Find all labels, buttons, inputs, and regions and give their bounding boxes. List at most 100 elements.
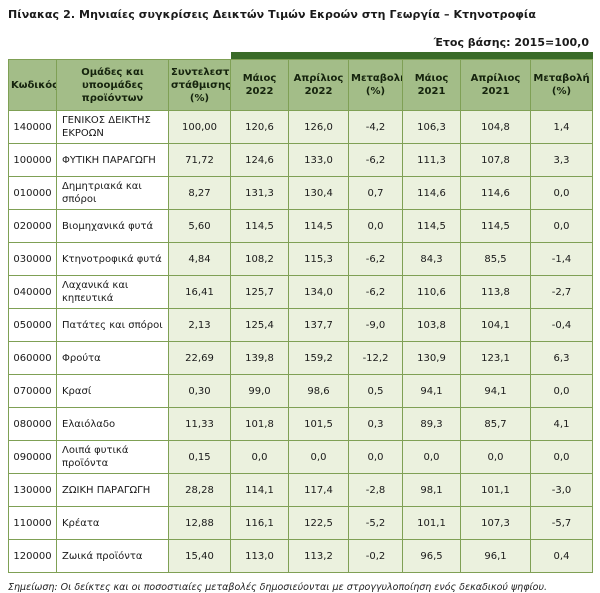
row-value: 85,5 (460, 242, 531, 276)
row-value: 0,0 (402, 440, 461, 474)
row-value: 0,3 (348, 407, 403, 441)
row-name: ΖΩΙΚΗ ΠΑΡΑΓΩΓΗ (56, 473, 169, 507)
row-code: 010000 (8, 176, 57, 210)
row-value: 114,6 (460, 176, 531, 210)
row-value: 111,3 (402, 143, 461, 177)
row-value: 115,3 (288, 242, 349, 276)
row-name: Κρέατα (56, 506, 169, 540)
row-value: 84,3 (402, 242, 461, 276)
row-value: 107,3 (460, 506, 531, 540)
row-value: 0,0 (530, 176, 593, 210)
row-value: 0,0 (530, 374, 593, 408)
row-value: 0,0 (288, 440, 349, 474)
row-value: 89,3 (402, 407, 461, 441)
row-value: -1,4 (530, 242, 593, 276)
table-row: 030000 Κτηνοτροφικά φυτά 4,84 108,2 115,… (8, 242, 593, 276)
column-header-weights: Συντελεστές στάθμισης (%) (168, 59, 231, 111)
row-value: 117,4 (288, 473, 349, 507)
row-value: 6,3 (530, 341, 593, 375)
column-header-change-2021: Μεταβολή (%) (530, 59, 593, 111)
row-code: 090000 (8, 440, 57, 474)
row-value: 98,6 (288, 374, 349, 408)
table-row: 080000 Ελαιόλαδο 11,33 101,8 101,5 0,3 8… (8, 407, 593, 441)
row-value: 71,72 (168, 143, 231, 177)
row-value: 0,0 (348, 440, 403, 474)
row-value: 0,30 (168, 374, 231, 408)
row-name: ΓΕΝΙΚΟΣ ΔΕΙΚΤΗΣ ΕΚΡΟΩΝ (56, 110, 169, 144)
row-value: 125,4 (230, 308, 289, 342)
row-code: 020000 (8, 209, 57, 243)
year-band (230, 52, 593, 60)
row-value: 0,0 (348, 209, 403, 243)
row-value: 16,41 (168, 275, 231, 309)
row-value: 0,0 (230, 440, 289, 474)
row-value: 113,2 (288, 539, 349, 573)
row-code: 130000 (8, 473, 57, 507)
row-value: -2,8 (348, 473, 403, 507)
row-value: 85,7 (460, 407, 531, 441)
table-body: 140000 ΓΕΝΙΚΟΣ ΔΕΙΚΤΗΣ ΕΚΡΟΩΝ 100,00 120… (8, 110, 593, 573)
row-value: 0,15 (168, 440, 231, 474)
row-value: -12,2 (348, 341, 403, 375)
row-code: 070000 (8, 374, 57, 408)
row-value: 101,8 (230, 407, 289, 441)
row-value: -6,2 (348, 275, 403, 309)
row-value: -5,2 (348, 506, 403, 540)
row-value: 106,3 (402, 110, 461, 144)
row-value: 159,2 (288, 341, 349, 375)
row-value: 126,0 (288, 110, 349, 144)
row-value: 1,4 (530, 110, 593, 144)
column-header-may-2022: Μάιος 2022 (230, 59, 289, 111)
row-name: Ζωικά προϊόντα (56, 539, 169, 573)
row-value: 12,88 (168, 506, 231, 540)
row-value: 98,1 (402, 473, 461, 507)
row-value: 107,8 (460, 143, 531, 177)
row-value: 8,27 (168, 176, 231, 210)
column-header-code: Κωδικός (8, 59, 57, 111)
row-code: 080000 (8, 407, 57, 441)
table-row: 020000 Βιομηχανικά φυτά 5,60 114,5 114,5… (8, 209, 593, 243)
row-name: Κτηνοτροφικά φυτά (56, 242, 169, 276)
row-value: 104,1 (460, 308, 531, 342)
row-value: 114,1 (230, 473, 289, 507)
table-row: 130000 ΖΩΙΚΗ ΠΑΡΑΓΩΓΗ 28,28 114,1 117,4 … (8, 473, 593, 507)
row-value: 0,5 (348, 374, 403, 408)
row-value: 0,0 (530, 209, 593, 243)
row-value: -2,7 (530, 275, 593, 309)
row-name: Φρούτα (56, 341, 169, 375)
row-value: 108,2 (230, 242, 289, 276)
row-value: -5,7 (530, 506, 593, 540)
row-value: 28,28 (168, 473, 231, 507)
page-title: Πίνακας 2. Μηνιαίες συγκρίσεις Δεικτών Τ… (8, 8, 536, 21)
row-value: 3,3 (530, 143, 593, 177)
row-value: 0,4 (530, 539, 593, 573)
row-value: 114,5 (460, 209, 531, 243)
column-header-april-2022: Απρίλιος 2022 (288, 59, 349, 111)
base-year-label: Έτος βάσης: 2015=100,0 (433, 36, 589, 49)
row-value: 114,5 (288, 209, 349, 243)
row-value: 120,6 (230, 110, 289, 144)
row-name: Δημητριακά και σπόροι (56, 176, 169, 210)
row-value: 114,5 (402, 209, 461, 243)
row-value: 114,6 (402, 176, 461, 210)
row-value: 11,33 (168, 407, 231, 441)
row-value: 103,8 (402, 308, 461, 342)
row-value: 101,5 (288, 407, 349, 441)
row-value: 134,0 (288, 275, 349, 309)
row-value: 0,0 (460, 440, 531, 474)
row-value: 123,1 (460, 341, 531, 375)
row-value: 137,7 (288, 308, 349, 342)
row-value: 124,6 (230, 143, 289, 177)
row-code: 060000 (8, 341, 57, 375)
row-value: -9,0 (348, 308, 403, 342)
row-value: 94,1 (402, 374, 461, 408)
row-code: 140000 (8, 110, 57, 144)
year-band-row (8, 52, 593, 60)
table-row: 040000 Λαχανικά και κηπευτικά 16,41 125,… (8, 275, 593, 309)
row-value: 5,60 (168, 209, 231, 243)
table-row: 090000 Λοιπά φυτικά προϊόντα 0,15 0,0 0,… (8, 440, 593, 474)
row-value: 4,84 (168, 242, 231, 276)
row-code: 030000 (8, 242, 57, 276)
row-value: 116,1 (230, 506, 289, 540)
row-value: -0,4 (530, 308, 593, 342)
